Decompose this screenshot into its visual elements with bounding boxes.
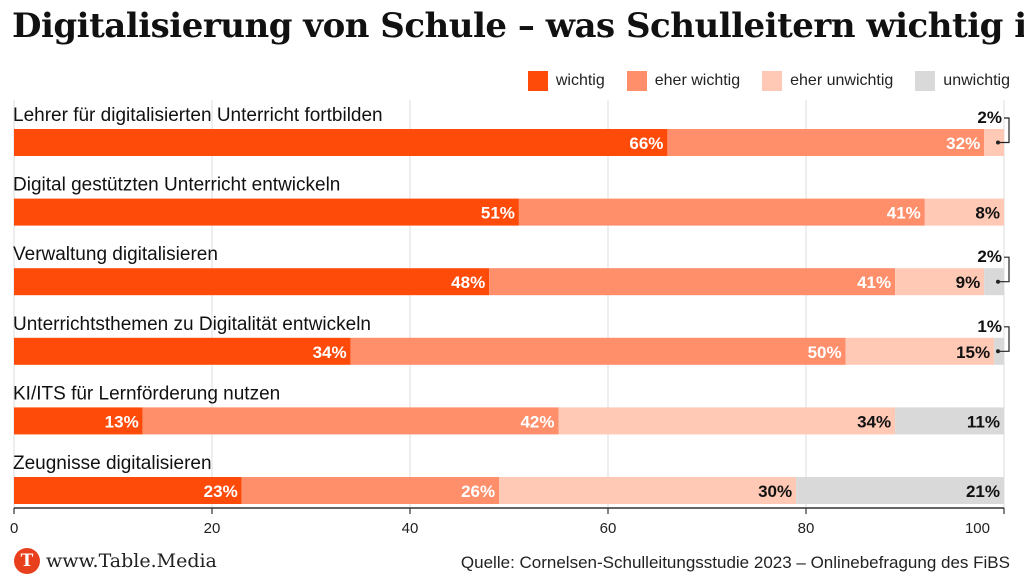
x-tick-label: 0 (10, 520, 18, 537)
bar-segment (518, 198, 925, 226)
bar-segment (14, 129, 668, 156)
label-connector-dot (996, 279, 1000, 284)
bar-segment (14, 477, 242, 504)
data-label: 11% (967, 412, 1000, 431)
legend-label-wichtig: wichtig (555, 72, 605, 89)
legend-label-eher-unwichtig: eher unwichtig (790, 72, 894, 89)
data-label: 30% (758, 482, 792, 501)
x-tick-label: 20 (204, 520, 221, 537)
legend-item-wichtig: wichtig (527, 71, 605, 91)
bar-segment (14, 198, 519, 226)
bar-segment (984, 129, 1004, 156)
brand-logo-icon: T (14, 548, 40, 574)
x-tick-label: 60 (600, 520, 617, 537)
x-tick-label: 40 (402, 520, 419, 537)
data-label: 41% (857, 273, 891, 292)
stacked-bar-chart: Lehrer für digitalisierten Unterricht fo… (10, 100, 1010, 537)
bar-segment (14, 268, 490, 296)
category-label: Digital gestützten Unterricht entwickeln (13, 175, 340, 196)
legend-item-eher-wichtig: eher wichtig (626, 71, 741, 91)
bar-segment (558, 407, 896, 435)
data-label: 21% (966, 482, 1000, 501)
footer-brand: T www.Table.Media (14, 548, 217, 574)
legend-label-eher-wichtig: eher wichtig (654, 72, 741, 89)
data-label: 8% (975, 204, 1000, 223)
data-label: 48% (451, 273, 485, 292)
bar-segment (142, 407, 559, 435)
x-tick-label: 100 (965, 520, 990, 537)
category-label: KI/ITS für Lernförderung nutzen (13, 383, 280, 404)
bar-segment (667, 129, 985, 156)
legend-item-unwichtig: unwichtig (915, 71, 1010, 91)
label-connector-dot (996, 349, 1000, 354)
category-label: Zeugnisse digitalisieren (13, 453, 212, 474)
label-connector (1000, 256, 1010, 283)
legend-label-unwichtig: unwichtig (943, 72, 1010, 89)
data-label: 51% (481, 204, 515, 223)
data-label: 42% (520, 412, 554, 431)
category-label: Unterrichtsthemen zu Digitalität entwick… (13, 314, 371, 335)
data-label: 26% (461, 482, 495, 501)
bar-segment (350, 337, 846, 365)
legend-swatch-unwichtig (915, 71, 936, 91)
label-connector (1000, 326, 1010, 352)
data-label: 1% (977, 317, 1002, 336)
data-label: 2% (977, 247, 1002, 266)
bar-segment (895, 268, 985, 296)
data-label: 34% (857, 412, 891, 431)
category-label: Lehrer für digitalisierten Unterricht fo… (13, 105, 383, 126)
legend-swatch-eher-wichtig (626, 71, 647, 91)
data-label: 13% (105, 412, 139, 431)
data-label: 9% (956, 273, 981, 292)
bar-segment (796, 477, 1004, 504)
data-label: 23% (204, 482, 238, 501)
legend-swatch-wichtig (527, 71, 548, 91)
bar-segment (489, 268, 896, 296)
label-connector (1000, 117, 1010, 144)
bar-segment (924, 198, 1004, 226)
data-label: 32% (946, 134, 980, 153)
bar-segment (499, 477, 797, 504)
bar-segment (241, 477, 500, 504)
source-note: Quelle: Cornelsen-Schulleitungsstudie 20… (460, 553, 1010, 572)
legend-item-eher-unwichtig: eher unwichtig (762, 71, 893, 91)
bar-segment (14, 337, 351, 365)
legend: wichtig eher wichtig eher unwichtig unwi… (506, 71, 1010, 91)
bar-segment (895, 407, 1004, 435)
chart-title: Digitalisierung von Schule – was Schulle… (12, 6, 1024, 46)
data-label: 2% (977, 108, 1002, 127)
legend-swatch-eher-unwichtig (762, 71, 783, 91)
data-label: 34% (313, 343, 347, 362)
label-connector-dot (996, 140, 1000, 145)
data-label: 15% (956, 343, 990, 362)
brand-url: www.Table.Media (46, 550, 217, 572)
data-label: 50% (808, 343, 842, 362)
bar-segment (984, 268, 1004, 296)
data-label: 41% (887, 204, 921, 223)
bar-segment (14, 407, 143, 435)
data-label: 66% (629, 134, 663, 153)
category-label: Verwaltung digitalisieren (13, 244, 218, 265)
x-tick-label: 80 (798, 520, 815, 537)
bar-segment (845, 337, 995, 365)
